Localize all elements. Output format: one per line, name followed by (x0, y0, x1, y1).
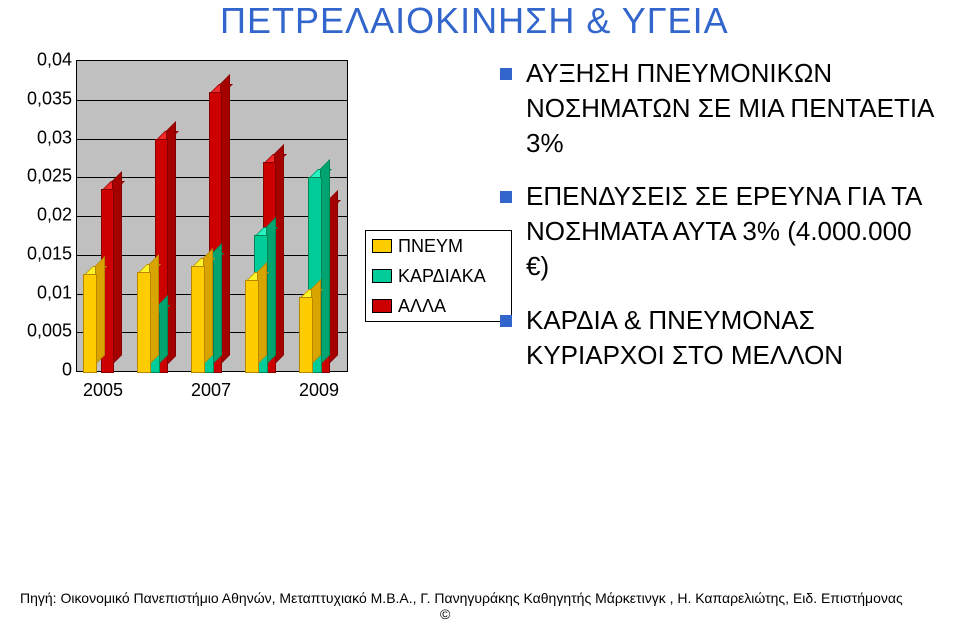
legend-item: ΠΝΕΥΜ (366, 231, 511, 261)
bullet-text: ΑΥΞΗΣΗ ΠΝΕΥΜΟΝΙΚΩΝ ΝΟΣΗΜΑΤΩΝ ΣΕ ΜΙΑ ΠΕΝΤ… (526, 56, 940, 161)
legend-item: ΚΑΡΔΙΑΚΑ (366, 261, 511, 291)
legend-item: ΑΛΛΑ (366, 291, 511, 321)
bullet-text: ΚΑΡΔΙΑ & ΠΝΕΥΜΟΝΑΣ ΚΥΡΙΑΡΧΟΙ ΣΤΟ ΜΕΛΛΟΝ (526, 303, 940, 373)
bullet-marker-icon (500, 191, 512, 203)
plot-area (76, 60, 348, 372)
footer-source: Πηγή: Οικονομικό Πανεπιστήμιο Αθηνών, Με… (20, 590, 903, 606)
bullet-marker-icon (500, 68, 512, 80)
chart-container: 00,0050,010,0150,020,0250,030,0350,04 20… (20, 60, 440, 450)
bullet-item: ΕΠΕΝΔΥΣΕΙΣ ΣΕ ΕΡΕΥΝΑ ΓΙΑ ΤΑ ΝΟΣΗΜΑΤΑ ΑΥΤ… (500, 179, 940, 284)
bullet-list: ΑΥΞΗΣΗ ΠΝΕΥΜΟΝΙΚΩΝ ΝΟΣΗΜΑΤΩΝ ΣΕ ΜΙΑ ΠΕΝΤ… (500, 56, 940, 391)
bullet-text: ΕΠΕΝΔΥΣΕΙΣ ΣΕ ΕΡΕΥΝΑ ΓΙΑ ΤΑ ΝΟΣΗΜΑΤΑ ΑΥΤ… (526, 179, 940, 284)
y-axis-labels: 00,0050,010,0150,020,0250,030,0350,04 (20, 60, 76, 370)
chart-legend: ΠΝΕΥΜΚΑΡΔΙΑΚΑΑΛΛΑ (365, 230, 512, 322)
copyright-mark: © (440, 606, 450, 622)
x-axis-labels: 200520072009 (76, 380, 346, 404)
bullet-marker-icon (500, 315, 512, 327)
page-title: ΠΕΤΡΕΛΑΙΟΚΙΝΗΣΗ & ΥΓΕΙΑ (220, 0, 729, 42)
bullet-item: ΑΥΞΗΣΗ ΠΝΕΥΜΟΝΙΚΩΝ ΝΟΣΗΜΑΤΩΝ ΣΕ ΜΙΑ ΠΕΝΤ… (500, 56, 940, 161)
bullet-item: ΚΑΡΔΙΑ & ΠΝΕΥΜΟΝΑΣ ΚΥΡΙΑΡΧΟΙ ΣΤΟ ΜΕΛΛΟΝ (500, 303, 940, 373)
